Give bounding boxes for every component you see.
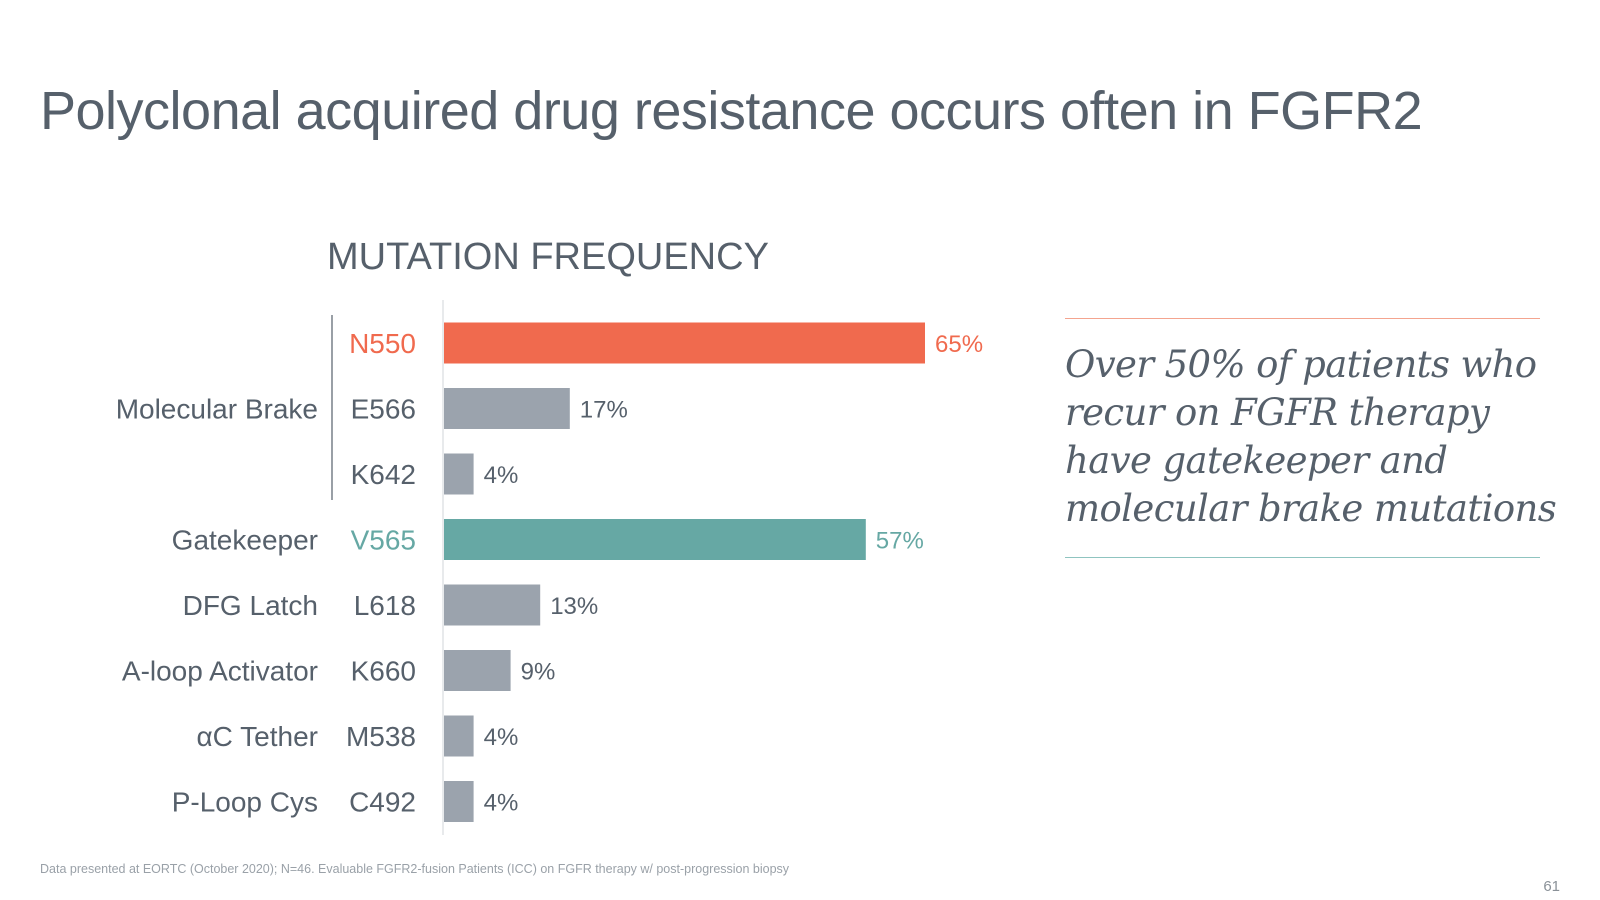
group-label-gatekeeper: Gatekeeper (172, 525, 318, 556)
tick-label-m538: M538 (346, 721, 416, 752)
data-label-m538: 4% (484, 724, 519, 751)
callout-top-rule (1065, 318, 1540, 319)
tick-label-v565: V565 (351, 525, 416, 556)
bar-k660 (444, 650, 511, 691)
mutation-frequency-chart: N550 65% E566 17% K642 4% V565 57% L618 13% K660 9%… (116, 300, 983, 835)
data-label-c492: 4% (484, 790, 519, 817)
group-label-a-loop-activator: A-loop Activator (122, 656, 318, 687)
footnote: Data presented at EORTC (October 2020); … (40, 862, 790, 876)
callout-bottom-rule (1065, 557, 1540, 558)
data-label-n550: 65% (935, 331, 983, 358)
tick-label-c492: C492 (349, 787, 416, 818)
tick-label-k660: K660 (351, 656, 416, 687)
tick-label-e566: E566 (351, 394, 416, 425)
callout: Over 50% of patients who recur on FGFR t… (1065, 318, 1557, 558)
group-label-molecular-brake: Molecular Brake (116, 394, 318, 425)
group-label-c-tether: αC Tether (196, 721, 318, 752)
callout-line-1: Over 50% of patients who (1065, 343, 1537, 386)
data-label-l618: 13% (550, 593, 598, 620)
callout-text: Over 50% of patients who recur on FGFR t… (1065, 341, 1557, 533)
tick-label-l618: L618 (354, 590, 416, 621)
group-label-dfg-latch: DFG Latch (183, 590, 318, 621)
callout-line-4: molecular brake mutations (1065, 487, 1557, 530)
tick-label-k642: K642 (351, 459, 416, 490)
data-label-k660: 9% (521, 659, 556, 686)
bar-c492 (444, 781, 474, 822)
chart-title: MUTATION FREQUENCY (327, 236, 769, 278)
callout-line-2: recur on FGFR therapy (1065, 391, 1490, 434)
bar-n550 (444, 322, 925, 364)
page-number: 61 (1543, 878, 1560, 895)
group-label-p-loop-cys: P-Loop Cys (172, 787, 318, 818)
bar-e566 (444, 388, 570, 429)
bar-v565 (444, 519, 866, 560)
tick-label-n550: N550 (349, 328, 416, 359)
data-label-v565: 57% (876, 528, 924, 555)
slide-title: Polyclonal acquired drug resistance occu… (40, 81, 1423, 141)
data-label-e566: 17% (580, 397, 628, 424)
bar-l618 (444, 584, 541, 626)
callout-line-3: have gatekeeper and (1065, 439, 1448, 482)
bar-m538 (444, 715, 474, 757)
data-label-k642: 4% (484, 462, 519, 489)
bar-k642 (444, 453, 474, 495)
